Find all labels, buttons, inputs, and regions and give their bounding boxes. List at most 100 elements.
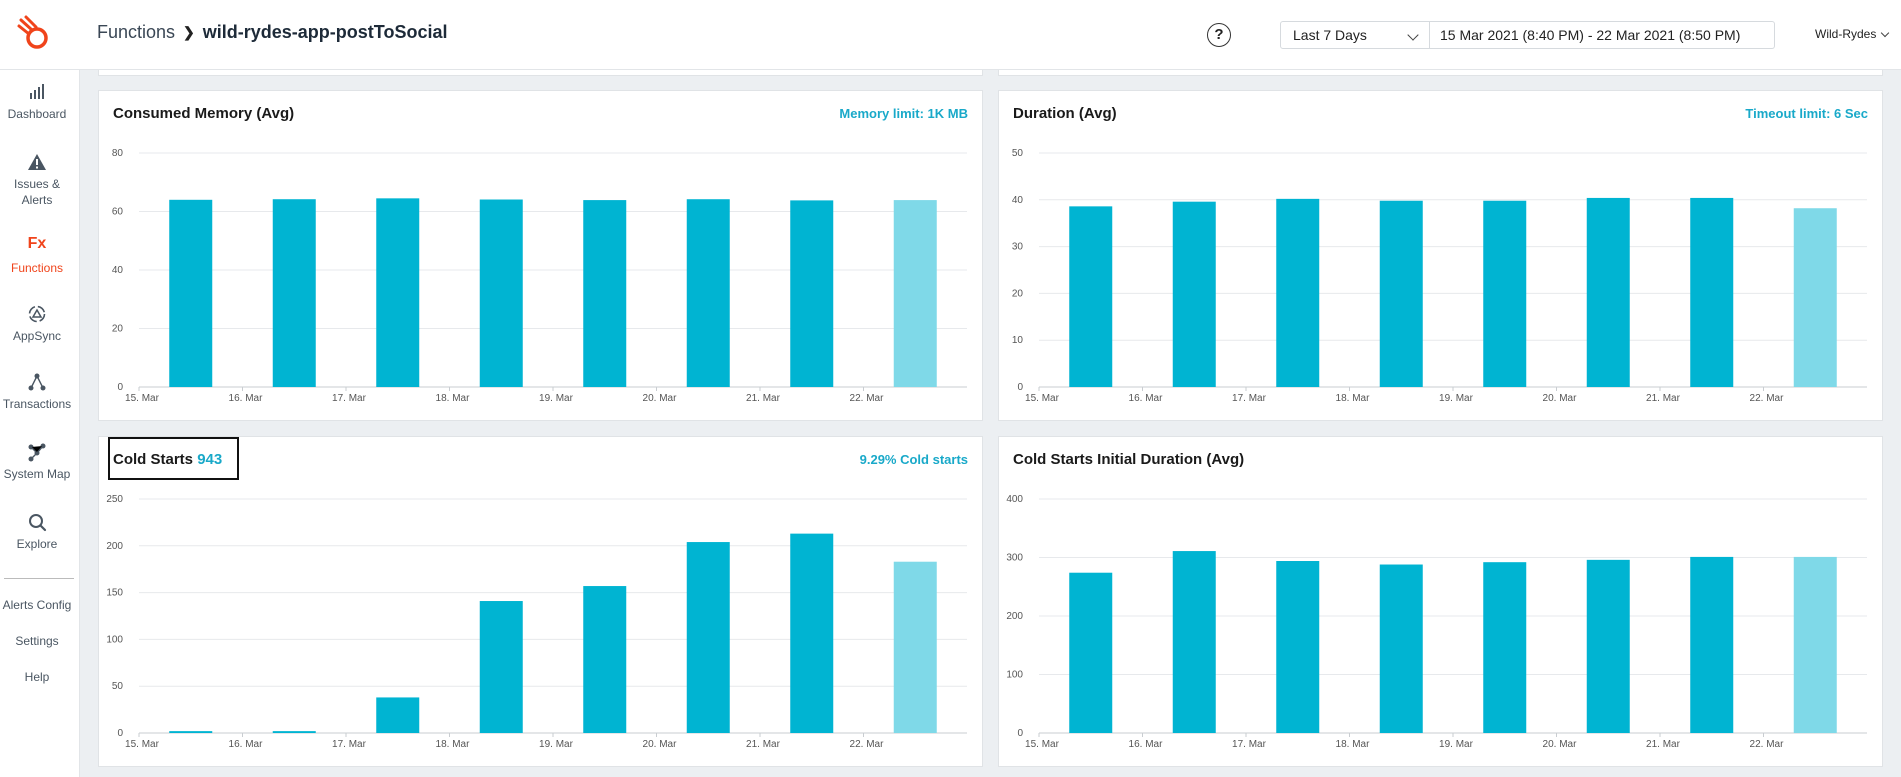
bar	[1793, 208, 1837, 387]
x-tick-label: 15. Mar	[1025, 393, 1060, 404]
bar-chart-icon	[30, 84, 44, 99]
bar	[272, 731, 316, 733]
org-name: Wild-Rydes	[1815, 27, 1877, 41]
y-tick-label: 0	[1017, 382, 1023, 393]
fx-icon: Fx	[27, 235, 47, 252]
y-tick-label: 60	[112, 207, 124, 218]
sidebar-item-dashboard[interactable]: Dashboard	[0, 82, 74, 122]
y-tick-label: 250	[106, 494, 123, 505]
cold-starts-duration-panel: Cold Starts Initial Duration (Avg) 0 100 2…	[998, 436, 1883, 767]
y-tick-label: 10	[1012, 335, 1024, 346]
sidebar-item-label: Issues & Alerts	[13, 177, 61, 207]
search-icon	[29, 514, 47, 532]
sidebar-item-label: Functions	[10, 261, 64, 275]
bar	[1276, 198, 1320, 387]
x-tick-label: 22. Mar	[850, 393, 885, 404]
y-tick-label: 20	[112, 324, 124, 335]
sidebar-item-issues-alerts[interactable]: Issues & Alerts	[0, 152, 74, 208]
bar	[1069, 206, 1113, 387]
x-tick-label: 19. Mar	[539, 739, 574, 750]
panel-title: Cold Starts 943	[113, 451, 222, 468]
time-range-value: Last 7 Days	[1293, 27, 1367, 43]
sidebar-item-label: Transactions	[2, 397, 72, 411]
bar	[1379, 564, 1423, 733]
bar	[583, 200, 627, 387]
bar	[893, 561, 937, 733]
y-tick-label: 150	[106, 588, 123, 599]
help-icon[interactable]: ?	[1207, 23, 1231, 47]
cold-starts-duration-chart: 0 100 200 300 400 15. Mar 16. Mar 17. Mar 18. Ma…	[1006, 494, 1867, 750]
duration-panel: Duration (Avg) Timeout limit: 6 Sec 0 10 2…	[998, 90, 1883, 421]
bar	[1069, 572, 1113, 733]
bar	[893, 200, 937, 387]
date-range-field[interactable]: 15 Mar 2021 (8:40 PM) - 22 Mar 2021 (8:5…	[1430, 21, 1775, 49]
timeout-limit-note: Timeout limit: 6 Sec	[1745, 106, 1868, 121]
time-range-dropdown[interactable]: Last 7 Days	[1280, 21, 1430, 49]
panel-title: Duration (Avg)	[1013, 105, 1117, 122]
y-tick-label: 200	[1006, 611, 1023, 622]
chevron-right-icon: ❯	[183, 24, 195, 40]
sidebar-item-functions[interactable]: Fx Functions	[0, 236, 74, 276]
chevron-down-icon	[1881, 28, 1890, 37]
y-tick-label: 0	[117, 728, 123, 739]
consumed-memory-chart: 0 20 40 60 80 15. Mar 16. Mar 17. Mar 18. Mar 19.…	[112, 148, 967, 404]
x-tick-label: 22. Mar	[850, 739, 885, 750]
sidebar-item-system-map[interactable]: System Map	[0, 442, 74, 482]
sidebar-item-label: Explore	[16, 537, 58, 551]
cold-starts-panel: Cold Starts 943 9.29% Cold starts 0 50 100…	[98, 436, 983, 767]
bar	[1172, 551, 1216, 733]
x-tick-label: 16. Mar	[1129, 393, 1164, 404]
x-tick-label: 17. Mar	[332, 393, 367, 404]
sidebar-item-explore[interactable]: Explore	[0, 512, 74, 552]
bar	[1276, 561, 1320, 733]
y-tick-label: 40	[112, 265, 124, 276]
breadcrumb-functions-link[interactable]: Functions	[97, 22, 176, 42]
sidebar-link-help[interactable]: Help	[24, 670, 50, 684]
y-tick-label: 100	[1006, 670, 1023, 681]
x-tick-label: 21. Mar	[1646, 739, 1681, 750]
x-tick-label: 18. Mar	[1336, 739, 1371, 750]
epsagon-logo-icon[interactable]	[16, 14, 56, 54]
cold-starts-label: Cold Starts	[113, 451, 194, 468]
sidebar-item-transactions[interactable]: Transactions	[0, 372, 74, 412]
page-title: wild-rydes-app-postToSocial	[202, 22, 448, 42]
y-tick-label: 400	[1006, 494, 1023, 505]
bar	[790, 200, 834, 387]
x-tick-label: 18. Mar	[1336, 393, 1371, 404]
bar	[583, 586, 627, 733]
x-tick-label: 17. Mar	[332, 739, 367, 750]
x-tick-label: 21. Mar	[746, 739, 781, 750]
top-header: Functions ❯ wild-rydes-app-postToSocial …	[0, 0, 1901, 70]
x-tick-label: 21. Mar	[1646, 393, 1681, 404]
warning-icon	[28, 154, 46, 170]
y-tick-label: 0	[117, 382, 123, 393]
sidebar-link-alerts-config[interactable]: Alerts Config	[2, 598, 72, 612]
y-tick-label: 50	[1012, 148, 1024, 159]
bar	[686, 542, 730, 733]
sidebar-item-appsync[interactable]: AppSync	[0, 304, 74, 344]
sidebar-link-settings[interactable]: Settings	[15, 634, 59, 648]
bar	[1690, 197, 1734, 387]
x-tick-label: 19. Mar	[1439, 739, 1474, 750]
bar	[1586, 197, 1630, 387]
panel-title: Cold Starts Initial Duration (Avg)	[1013, 451, 1245, 468]
x-tick-label: 19. Mar	[1439, 393, 1474, 404]
x-tick-label: 17. Mar	[1232, 393, 1267, 404]
panel-above-right	[998, 70, 1883, 76]
panel-above-left	[98, 70, 983, 76]
bar	[169, 199, 213, 387]
y-tick-label: 50	[112, 681, 124, 692]
breadcrumb: Functions ❯ wild-rydes-app-postToSocial	[97, 22, 447, 43]
sidebar-item-label: Dashboard	[7, 107, 67, 121]
bar	[479, 199, 523, 387]
org-switcher[interactable]: Wild-Rydes	[1815, 27, 1890, 41]
bar	[1586, 559, 1630, 733]
y-tick-label: 80	[112, 148, 124, 159]
x-tick-label: 20. Mar	[643, 393, 678, 404]
x-tick-label: 19. Mar	[539, 393, 574, 404]
bar	[272, 199, 316, 387]
x-tick-label: 22. Mar	[1750, 393, 1785, 404]
y-tick-label: 300	[1006, 553, 1023, 564]
x-tick-label: 18. Mar	[436, 393, 471, 404]
bar	[479, 601, 523, 733]
